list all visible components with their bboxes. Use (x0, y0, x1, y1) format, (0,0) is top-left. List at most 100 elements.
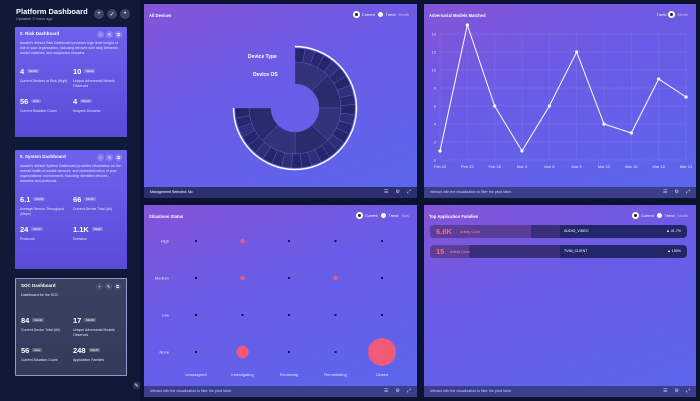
activity-bar (430, 225, 532, 238)
edit-icon[interactable]: ✎ (106, 154, 113, 161)
dashboard-card-soc[interactable]: SOC Dashboard + ✎ ⧉ Dashboard for the SO… (15, 278, 127, 376)
dashboard-card-risk[interactable]: 0. Risk Dashboard + ✎ ⧉ Awake's default … (15, 27, 127, 137)
ring-segment-os (234, 107, 250, 119)
list-icon[interactable]: ☰ (384, 388, 389, 394)
x-category-label: Investigating (231, 372, 253, 377)
more-options-button[interactable]: • (120, 9, 130, 19)
list-icon[interactable]: ☰ (663, 388, 668, 394)
radio-current[interactable] (353, 12, 359, 17)
data-point (602, 122, 606, 126)
stat: 84 Month Current Device Total (All) (21, 316, 60, 332)
list-icon[interactable]: ☰ (384, 189, 389, 195)
y-tick-label: 12 (432, 50, 437, 55)
sidebar-title: Platform Dashboard (16, 7, 88, 16)
data-point (629, 131, 633, 135)
dashboard-card-title: 0. System Dashboard (20, 154, 66, 159)
data-point (438, 149, 442, 153)
y-category-label: Low (162, 313, 169, 318)
y-tick-label: 6 (434, 104, 437, 109)
panel-title: All Devices (149, 13, 172, 18)
panel-situations-status: Situations Status Current Trend Now High… (144, 205, 417, 397)
edit-dashboards-button[interactable]: ✓ (107, 9, 117, 19)
data-point (381, 277, 383, 279)
bubble (368, 338, 396, 366)
stat: 4 Month Suspect Domains (73, 97, 101, 113)
footer-text: Interact with the visualization to filte… (430, 190, 513, 194)
expand-icon[interactable]: ⤢ (685, 189, 690, 195)
radio-trend[interactable] (377, 12, 383, 17)
sunburst-chart[interactable] (144, 4, 417, 187)
panel-title: Top Application Families (429, 214, 479, 219)
time-range-label[interactable]: Now (401, 213, 409, 218)
add-icon[interactable]: + (97, 31, 104, 38)
edit-icon[interactable]: ✎ (106, 31, 113, 38)
copy-icon[interactable]: ⧉ (115, 154, 122, 161)
data-point (195, 240, 197, 242)
panel-title: Adversarial Models Matched (429, 13, 486, 18)
sidebar-updated: Updated: 2 hours ago (16, 17, 53, 21)
view-toggle: Current Trend Month (632, 213, 688, 218)
activity-label: Activity Count (460, 230, 480, 234)
bubble (240, 238, 245, 244)
x-tick-label: Mar 3 (517, 164, 528, 169)
time-range-label[interactable]: Month (677, 213, 688, 218)
list-item[interactable]: 15 Activity Count TVIM_CLIENT ▲ 150% (430, 245, 687, 258)
gear-icon[interactable]: ⚙ (674, 388, 679, 394)
data-point (381, 314, 383, 316)
list-icon[interactable]: ☰ (663, 189, 668, 195)
data-point (195, 351, 197, 353)
ring-label-device-type: Device Type (248, 54, 277, 60)
stat: 248 Month Application Families (73, 346, 105, 362)
dashboard-card-title: SOC Dashboard (21, 283, 56, 288)
line-chart[interactable]: 0 2 4 6 8 10 12 14 Feb 22 Feb 25 Feb 28 Mar 3 Mar 6 M… (424, 4, 696, 187)
add-icon[interactable]: + (97, 154, 104, 161)
family-name: AUDIO_VIDEO (564, 229, 589, 233)
option-trend-label: Trend (664, 213, 675, 218)
radio-trend[interactable] (669, 12, 675, 17)
data-point (288, 351, 290, 353)
panel-footer: Interact with the visualization to filte… (144, 386, 417, 397)
gear-icon[interactable]: ⚙ (395, 388, 400, 394)
panel-footer: Interact with the visualization to filte… (424, 187, 696, 198)
data-point (575, 50, 579, 54)
footer-text: Interact with the visualization to filte… (430, 389, 513, 393)
view-toggle: Trend Month (657, 12, 688, 17)
pencil-icon[interactable]: ✎ (133, 382, 140, 389)
series-line (439, 23, 687, 152)
time-range-label[interactable]: Month (398, 12, 409, 17)
gear-icon[interactable]: ⚙ (674, 189, 679, 195)
option-current-label: Current (364, 213, 378, 218)
dashboard-card-system[interactable]: 0. System Dashboard + ✎ ⧉ Awake's defaul… (15, 150, 127, 269)
data-point (334, 351, 337, 353)
option-current-label: Current (640, 213, 654, 218)
y-tick-label: 0 (434, 158, 437, 163)
radio-trend[interactable] (380, 213, 386, 218)
data-point (288, 314, 290, 316)
data-point (381, 240, 383, 242)
panel-all-devices: All Devices Current Trend Month Device T… (144, 4, 417, 198)
expand-icon[interactable]: ⤢ (406, 388, 411, 394)
add-icon[interactable]: + (96, 283, 103, 290)
data-point (195, 277, 197, 279)
stat: 66 Month Current Device Total (All) (73, 195, 112, 211)
radio-current[interactable] (632, 213, 638, 218)
x-tick-label: Feb 28 (488, 164, 501, 169)
view-toggle: Current Trend Now (356, 213, 409, 218)
panel-adversarial-models: Adversarial Models Matched Trend Month 0… (424, 4, 696, 198)
copy-icon[interactable]: ⧉ (114, 283, 121, 290)
radio-trend[interactable] (656, 213, 662, 218)
expand-icon[interactable]: ⤢ (685, 388, 690, 394)
add-dashboard-button[interactable]: + (94, 9, 104, 19)
time-range-label[interactable]: Month (677, 12, 688, 17)
y-category-label: None (159, 350, 169, 355)
y-category-label: Medium (155, 276, 170, 281)
list-item[interactable]: 6.6K Activity Count AUDIO_VIDEO ▲ 41.7% (430, 225, 687, 238)
gear-icon[interactable]: ⚙ (395, 189, 400, 195)
radio-current[interactable] (356, 213, 362, 218)
edit-icon[interactable]: ✎ (105, 283, 112, 290)
dashboard-card-description: Awake's default Risk Dashboard provides … (20, 41, 119, 55)
sidebar-header: Platform Dashboard Updated: 2 hours ago … (8, 4, 132, 26)
bubble-chart[interactable]: High Medium Low None Unassigned Investigating… (144, 205, 417, 386)
expand-icon[interactable]: ⤢ (406, 189, 411, 195)
copy-icon[interactable]: ⧉ (115, 31, 122, 38)
